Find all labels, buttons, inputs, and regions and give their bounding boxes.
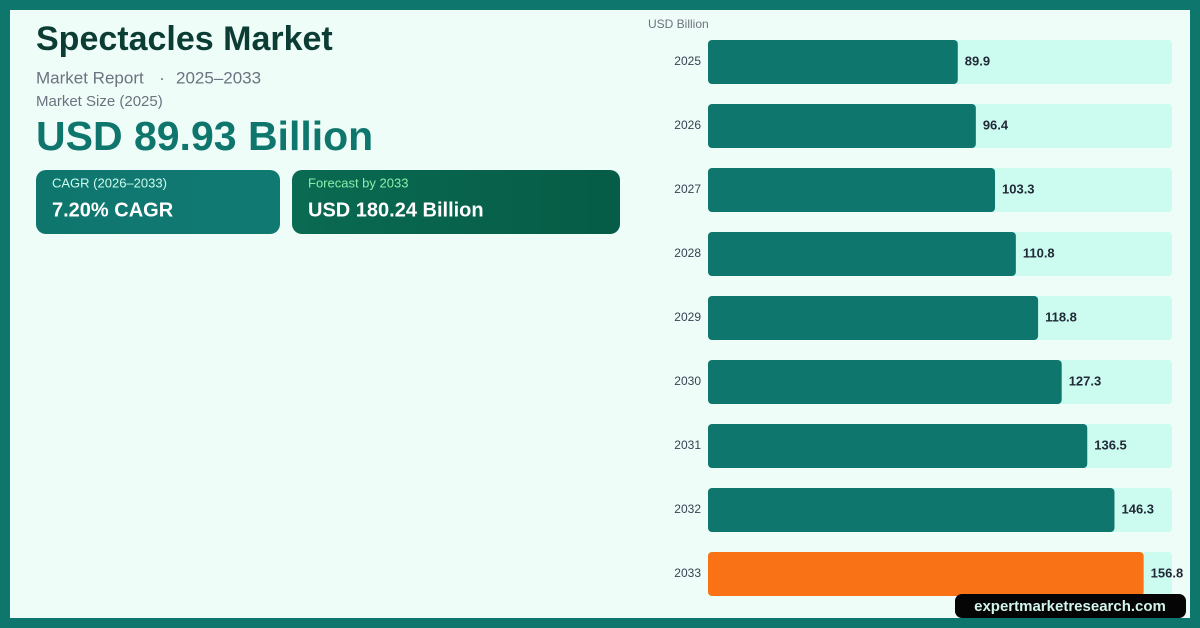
period: 2025–2033 [176,68,261,87]
card [292,170,620,234]
y-tick-label: 2033 [674,566,701,580]
value-label: 156.8 [1151,565,1184,580]
title: Spectacles Market [36,20,333,58]
y-tick-label: 2027 [674,182,701,196]
report-label: Market Report [36,68,144,87]
market-size-value: USD 89.93 Billion [36,113,373,159]
y-tick-label: 2031 [674,438,701,452]
value-label: 103.3 [1002,181,1035,196]
y-tick-label: 2032 [674,502,701,516]
bar [708,232,1016,276]
value-label: 110.8 [1023,245,1055,260]
y-tick-label: 2025 [674,54,701,68]
bar [708,104,976,148]
value-label: 96.4 [983,117,1009,132]
source: expertmarketresearch.com [974,598,1166,615]
value-label: 118.8 [1045,309,1077,324]
card [36,170,280,234]
separator: · [159,68,165,87]
bar [708,168,996,212]
axis-label: USD Billion [648,17,709,31]
card-label: Forecast by 2033 [308,175,408,190]
bar [708,424,1088,468]
market-size-label: Market Size (2025) [36,93,163,110]
bar [708,552,1144,596]
card-value: USD 180.24 Billion [308,199,484,221]
y-tick-label: 2030 [674,374,701,388]
y-tick-label: 2029 [674,310,701,324]
value-label: 146.3 [1121,501,1154,516]
value-label: 136.5 [1094,437,1127,452]
card-value: 7.20% CAGR [52,199,174,221]
footer-badge [955,594,1186,618]
bar-chart: 2025 89.9 2026 96.4 2027 103.3 2028 110.8 2029 11… [674,40,1183,596]
y-tick-label: 2026 [674,118,701,132]
bar [708,360,1062,404]
bar [708,40,958,84]
value-label: 89.9 [965,53,990,68]
bar [708,296,1039,340]
bar [708,488,1115,532]
y-tick-label: 2028 [674,246,701,260]
value-label: 127.3 [1069,373,1102,388]
card-label: CAGR (2026–2033) [52,175,167,190]
